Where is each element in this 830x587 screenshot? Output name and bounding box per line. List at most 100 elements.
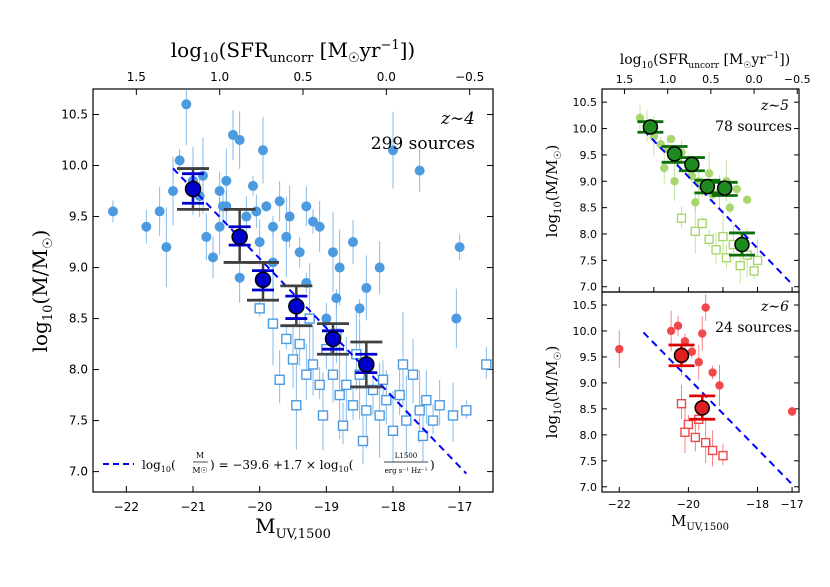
- z4-median-point: [254, 271, 272, 289]
- z4-median-point: [358, 356, 375, 373]
- z5-upper-limit-point: [704, 234, 714, 244]
- z4-detection-point: [161, 242, 172, 253]
- z5-ytick-label: 9.0: [580, 175, 598, 188]
- z5-ytick-label: 10.0: [573, 123, 598, 136]
- z6-upper-limit-point: [718, 450, 728, 461]
- z5-upper-limit-point: [721, 253, 732, 263]
- z5-upper-limit-point: [752, 255, 763, 266]
- z6-ytick-label: 9.0: [580, 377, 598, 390]
- z4-ytick-label: 10.0: [61, 159, 88, 173]
- z4-detection-point: [198, 170, 208, 181]
- z4-upper-limit-point: [287, 354, 299, 365]
- z4-top-tick-label: 0.5: [293, 70, 312, 84]
- z4-top-tick-label: −0.5: [455, 70, 484, 84]
- z4-upper-limit-point: [417, 430, 429, 442]
- z5-top-tick-label: −0.5: [784, 73, 811, 86]
- z4-detection-point: [374, 262, 385, 273]
- z4-upper-limit-point: [291, 400, 302, 411]
- z4-upper-limit-point: [294, 338, 305, 350]
- z4-detection-point: [201, 231, 212, 242]
- panel-z6: 7.0 7.5 8.0 8.5 9.0 9.5 10.0 10.5 −22 −20 −18 −17 z…: [543, 291, 804, 533]
- z4-upper-limit-point: [427, 415, 439, 426]
- z6-detection-point: [698, 329, 707, 338]
- z5-y-axis-label: log10(M/M☉): [543, 145, 564, 238]
- z6-detection-point: [666, 326, 676, 336]
- z6-upper-limit-point: [707, 445, 718, 456]
- z6-detection-point: [615, 344, 624, 354]
- z4-top-tick-label: 0.0: [377, 70, 396, 84]
- z4-detection-point: [284, 211, 295, 222]
- panel-z5: 7.0 7.5 8.0 8.5 9.0 9.5 10.0 10.5 1.5 1.0 0.5 0.0 −0…: [543, 51, 811, 294]
- z6-plot-frame: [601, 291, 800, 493]
- z6-detection-point: [708, 368, 717, 377]
- z4-legend-fit-label: log10(: [142, 458, 176, 474]
- z4-upper-limit-point: [447, 410, 459, 421]
- z4-top-tick-label: 1.0: [210, 70, 229, 84]
- z4-legend-lum-num: L1500: [395, 452, 417, 460]
- z5-median-point: [666, 146, 683, 162]
- z4-ytick-label: 8.0: [69, 363, 88, 377]
- z4-upper-limit-point: [374, 410, 385, 421]
- z6-ytick-label: 8.0: [580, 429, 598, 442]
- z4-upper-limit-point: [347, 400, 359, 411]
- z4-top-axis-label: log10(SFRuncorr [M☉yr−1]): [171, 38, 415, 66]
- z4-detection-point: [174, 155, 185, 166]
- z4-detection-point: [214, 221, 225, 232]
- z4-detection-point: [141, 221, 152, 232]
- z6-xtick-label: −17: [780, 498, 803, 511]
- z6-xtick-label: −20: [677, 498, 700, 511]
- z4-upper-limit-point: [274, 374, 285, 385]
- z4-median-point: [231, 228, 248, 246]
- z4-upper-limit-point: [367, 384, 379, 396]
- z4-upper-limit-point: [281, 333, 292, 345]
- z4-detection-point: [248, 180, 258, 191]
- z4-upper-limit-point: [387, 425, 399, 436]
- z4-detection-point: [108, 206, 118, 217]
- z5-count-label: 78 sources: [715, 119, 792, 135]
- z4-detection-point: [321, 313, 332, 324]
- z6-detection-point: [673, 321, 683, 330]
- z4-detection-point: [208, 252, 218, 263]
- z4-upper-limit-point: [267, 318, 279, 329]
- z6-upper-limit-point: [683, 419, 694, 430]
- z5-upper-limit-point: [749, 266, 759, 276]
- z4-x-axis-label: MUV,1500: [255, 514, 331, 542]
- z4-xtick-label: −22: [114, 500, 139, 514]
- z4-detection-point: [221, 175, 232, 186]
- z6-median-point: [673, 347, 690, 364]
- z4-upper-limit-point: [461, 405, 472, 416]
- z4-upper-limit-point: [381, 394, 392, 406]
- z4-detection-point: [241, 211, 252, 222]
- z4-upper-limit-point: [397, 359, 409, 370]
- z5-median-point: [734, 236, 750, 253]
- z6-redshift-label: z∼6: [760, 299, 789, 315]
- z6-ytick-label: 7.5: [580, 455, 598, 468]
- z4-upper-limit-point: [317, 410, 329, 421]
- z4-detection-point: [254, 237, 265, 248]
- z5-median-point: [684, 156, 700, 173]
- z4-upper-limit-point: [354, 369, 365, 380]
- z5-ytick-label: 8.0: [580, 228, 598, 241]
- z6-detection-point: [687, 347, 697, 356]
- z4-plot-content: 7.0 7.5 8.0 8.5 9.0 9.5 10.0 10.5 −22 −21 −20 −19 −1…: [61, 70, 493, 514]
- z6-y-axis-label: log10(M/M☉): [543, 346, 564, 439]
- z6-ytick-label: 9.5: [580, 351, 598, 364]
- z4-detection-point: [361, 282, 372, 293]
- z6-xtick-label: −22: [608, 498, 631, 511]
- z4-detection-point: [414, 165, 425, 176]
- panel-z4: 7.0 7.5 8.0 8.5 9.0 9.5 10.0 10.5 −22 −21 −20 −19 −1…: [28, 38, 494, 542]
- z5-plot-content: 7.0 7.5 8.0 8.5 9.0 9.5 10.0 10.5 1.5 1.0 0.5 0.0 −0…: [573, 73, 811, 294]
- z4-legend-lum-den: erg s⁻¹ Hz⁻¹: [385, 467, 428, 475]
- z4-median-point: [288, 298, 305, 315]
- z5-upper-limit-point: [676, 213, 687, 223]
- z4-detection-point: [314, 221, 325, 232]
- z6-plot-content: 7.0 7.5 8.0 8.5 9.0 9.5 10.0 10.5 −22 −20 −18 −17: [573, 294, 804, 511]
- z5-top-axis-label: log10(SFRuncorr [M☉yr−1]): [620, 51, 790, 71]
- z4-upper-limit-point: [307, 359, 319, 370]
- z4-upper-limit-point: [414, 405, 425, 416]
- z4-detection-point: [328, 247, 338, 258]
- z6-upper-limit-point: [690, 432, 701, 443]
- z6-count-label: 24 sources: [715, 320, 792, 336]
- z5-detection-point: [704, 169, 714, 178]
